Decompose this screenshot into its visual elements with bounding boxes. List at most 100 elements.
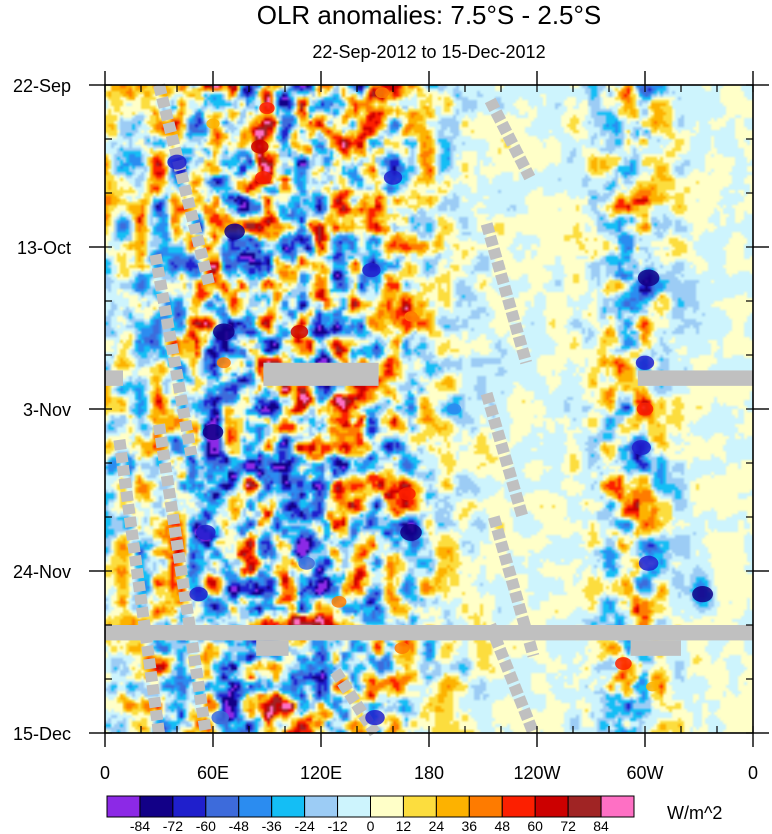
x-tick-label: 120W xyxy=(513,763,560,783)
missing-data-streak xyxy=(149,253,198,457)
y-tick-label: 24-Nov xyxy=(13,562,71,582)
missing-data-streak xyxy=(484,622,539,736)
missing-data-band xyxy=(256,640,289,656)
anomaly-mark xyxy=(375,87,390,99)
chart-title: OLR anomalies: 7.5°S - 2.5°S xyxy=(257,0,602,30)
missing-data-streak xyxy=(480,391,529,519)
y-tick-label: 3-Nov xyxy=(23,400,71,420)
colorbar-level-label: 60 xyxy=(527,818,543,834)
colorbar-swatch xyxy=(435,795,470,818)
anomaly-mark xyxy=(331,596,347,608)
anomaly-mark xyxy=(224,223,245,240)
anomaly-mark xyxy=(646,681,659,692)
anomaly-mark xyxy=(383,170,403,185)
colorbar-swatch xyxy=(501,795,536,818)
colorbar-level-label: 48 xyxy=(494,818,510,834)
anomaly-mark xyxy=(298,556,315,570)
colorbar-swatch xyxy=(139,795,174,818)
anomaly-mark xyxy=(635,355,655,370)
colorbar-swatch xyxy=(205,795,240,818)
heatmap-plot-area xyxy=(105,83,753,737)
colorbar-swatch xyxy=(567,795,602,818)
missing-data-streak xyxy=(480,222,532,365)
anomaly-mark xyxy=(206,118,220,129)
anomaly-mark xyxy=(631,440,652,456)
colorbar-swatch xyxy=(468,795,503,818)
missing-data-band xyxy=(637,370,753,386)
y-tick-label: 22-Sep xyxy=(13,76,71,96)
missing-data-band xyxy=(105,625,753,641)
anomaly-mark xyxy=(167,154,187,170)
colorbar-level-label: -60 xyxy=(196,818,216,834)
colorbar-swatch xyxy=(106,795,141,818)
anomaly-mark xyxy=(202,424,224,441)
anomaly-mark xyxy=(394,642,410,654)
colorbar-swatch xyxy=(534,795,569,818)
anomaly-mark xyxy=(447,403,462,415)
colorbar-swatch xyxy=(172,795,207,818)
colorbar-level-label: -72 xyxy=(163,818,183,834)
anomaly-mark xyxy=(255,171,272,185)
missing-data-streak xyxy=(488,515,540,658)
anomaly-mark xyxy=(290,325,309,339)
missing-data-streak xyxy=(153,83,216,288)
colorbar-swatch xyxy=(238,795,273,818)
y-tick-label: 15-Dec xyxy=(13,724,71,744)
anomaly-mark xyxy=(638,555,659,571)
colorbar-swatch xyxy=(337,795,371,818)
missing-data-band xyxy=(630,640,681,656)
anomaly-marks-layer xyxy=(167,87,714,726)
colorbar-level-label: -36 xyxy=(262,818,282,834)
missing-data-streak xyxy=(484,97,536,181)
anomaly-mark xyxy=(400,524,422,541)
colorbar-level-label: -24 xyxy=(295,818,315,834)
colorbar-units: W/m^2 xyxy=(667,803,722,823)
anomaly-mark xyxy=(213,323,235,341)
colorbar-level-label: 24 xyxy=(429,818,445,834)
anomaly-mark xyxy=(636,402,654,416)
x-tick-label: 0 xyxy=(748,763,758,783)
colorbar-level-label: 36 xyxy=(462,818,478,834)
x-tick-label: 0 xyxy=(100,763,110,783)
anomaly-mark xyxy=(399,487,416,501)
colorbar: -84 -72 -60 -48 -36 -24 -12 0 12 24 36 48 60 72 84 xyxy=(106,795,635,834)
anomaly-mark xyxy=(365,709,385,726)
anomaly-mark xyxy=(196,524,216,541)
x-tick-label: 60W xyxy=(626,763,663,783)
colorbar-swatch xyxy=(370,795,404,818)
x-axis: 0 60E 120E 180 120W 60W 0 xyxy=(100,71,758,783)
anomaly-mark xyxy=(615,657,632,671)
colorbar-swatch xyxy=(271,795,306,818)
y-tick-label: 13-Oct xyxy=(17,238,71,258)
x-tick-label: 180 xyxy=(414,763,444,783)
missing-data-band xyxy=(105,370,123,386)
missing-data-streak xyxy=(153,423,212,734)
anomaly-mark xyxy=(362,263,381,278)
colorbar-level-label: -84 xyxy=(130,818,150,834)
colorbar-swatch xyxy=(304,795,339,818)
colorbar-level-label: 12 xyxy=(396,818,412,834)
missing-data-layer xyxy=(105,83,753,737)
anomaly-mark xyxy=(259,102,275,115)
chart-subtitle: 22-Sep-2012 to 15-Dec-2012 xyxy=(312,42,545,62)
y-axis: 22-Sep 13-Oct 3-Nov 24-Nov 15-Dec xyxy=(13,76,769,744)
anomaly-mark xyxy=(211,710,229,725)
missing-data-band xyxy=(263,362,379,386)
x-tick-label: 120E xyxy=(300,763,342,783)
anomaly-mark xyxy=(189,587,208,602)
colorbar-level-label: 0 xyxy=(367,818,375,834)
colorbar-level-label: 72 xyxy=(560,818,576,834)
colorbar-level-label: -12 xyxy=(327,818,347,834)
anomaly-mark xyxy=(251,139,269,154)
anomaly-mark xyxy=(692,586,714,603)
colorbar-swatch xyxy=(600,795,635,818)
missing-data-streak xyxy=(113,439,165,734)
colorbar-swatch xyxy=(402,795,437,818)
anomaly-mark xyxy=(637,269,660,287)
anomaly-mark xyxy=(404,311,418,322)
colorbar-level-label: -48 xyxy=(229,818,249,834)
x-tick-label: 60E xyxy=(197,763,229,783)
anomaly-mark xyxy=(216,357,231,369)
colorbar-level-label: 84 xyxy=(593,818,609,834)
